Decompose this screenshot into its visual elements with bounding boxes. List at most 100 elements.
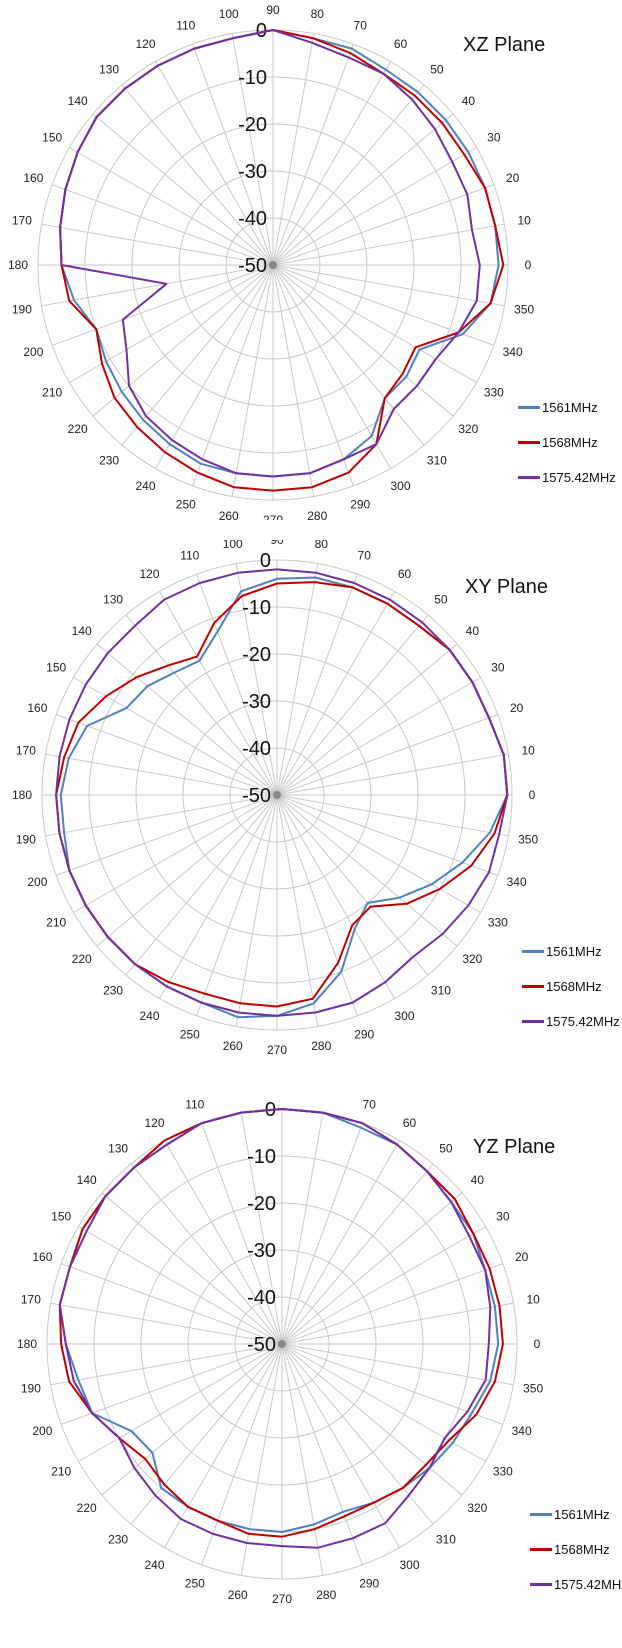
grid-spoke xyxy=(276,614,429,796)
angle-tick-label: 20 xyxy=(506,171,520,185)
grid-spoke xyxy=(276,574,358,796)
legend-swatch-1575 xyxy=(518,476,540,479)
angle-tick-label: 320 xyxy=(462,952,482,966)
angle-tick-label: 300 xyxy=(399,1558,419,1572)
angle-tick-label: 330 xyxy=(493,1465,513,1479)
grid-spoke xyxy=(276,714,498,796)
legend-label-1575: 1575.42MHz xyxy=(554,1577,622,1592)
grid-spoke xyxy=(281,1140,400,1345)
angle-tick-label: 130 xyxy=(99,63,119,77)
angle-tick-label: 30 xyxy=(496,1210,510,1224)
legend-item-1568: 1568MHz xyxy=(522,969,620,1004)
angle-tick-label: 250 xyxy=(176,498,196,512)
angle-tick-label: 300 xyxy=(394,1009,414,1023)
grid-spoke xyxy=(281,1343,363,1565)
radial-tick-label: -30 xyxy=(238,161,267,183)
angle-tick-label: 190 xyxy=(16,832,36,846)
angle-tick-label: 240 xyxy=(135,479,155,493)
grid-spoke xyxy=(272,264,505,307)
angle-tick-label: 80 xyxy=(311,7,325,21)
series-line xyxy=(58,1108,504,1538)
grid-spoke xyxy=(52,264,274,346)
grid-spoke xyxy=(272,33,315,266)
angle-tick-label: 120 xyxy=(139,567,159,581)
radial-tick-label: -40 xyxy=(238,208,267,230)
legend-item-1561: 1561MHz xyxy=(530,1497,622,1532)
series-line xyxy=(58,1108,492,1549)
grid-spoke xyxy=(281,1343,503,1425)
grid-spoke xyxy=(201,1123,283,1345)
radial-tick-label: 0 xyxy=(260,550,271,572)
grid-spoke xyxy=(231,264,274,497)
angle-tick-label: 0 xyxy=(534,1337,541,1351)
center-marker xyxy=(278,1340,286,1348)
angle-tick-label: 230 xyxy=(108,1532,128,1546)
grid-spoke xyxy=(159,794,278,999)
chart-title-xy: XY Plane xyxy=(465,576,549,598)
angle-tick-label: 110 xyxy=(180,548,199,562)
grid-spoke xyxy=(61,1343,283,1425)
angle-tick-label: 50 xyxy=(434,593,448,607)
grid-spoke xyxy=(155,61,274,266)
series-line xyxy=(55,568,509,1017)
angle-tick-label: 270 xyxy=(272,1592,292,1606)
radial-tick-label: -20 xyxy=(247,1193,276,1215)
angle-tick-label: 260 xyxy=(228,1588,248,1602)
series-line xyxy=(58,1108,500,1533)
grid-spoke xyxy=(272,264,454,417)
grid-spoke xyxy=(192,44,274,266)
angle-tick-label: 330 xyxy=(484,386,504,400)
legend-item-1575: 1575.42MHz xyxy=(522,1004,620,1039)
angle-tick-label: 210 xyxy=(42,386,62,400)
legend-label-1568: 1568MHz xyxy=(542,435,598,450)
angle-tick-label: 350 xyxy=(523,1381,543,1395)
grid-spoke xyxy=(121,264,274,446)
grid-spoke xyxy=(281,1302,514,1345)
legend-swatch-1575 xyxy=(530,1583,552,1586)
grid-spoke xyxy=(281,1343,514,1386)
grid-spoke xyxy=(272,44,354,266)
angle-tick-label: 100 xyxy=(223,540,243,551)
grid-spoke xyxy=(41,223,274,266)
angle-tick-label: 70 xyxy=(363,1100,377,1111)
angle-tick-label: 320 xyxy=(458,422,478,436)
legend-item-1575: 1575.42MHz xyxy=(518,460,616,495)
angle-tick-label: 210 xyxy=(46,916,66,930)
legend-swatch-1568 xyxy=(518,441,540,444)
angle-tick-label: 220 xyxy=(68,422,88,436)
angle-tick-label: 200 xyxy=(27,875,47,889)
radial-tick-label: -30 xyxy=(242,691,271,713)
angle-tick-label: 290 xyxy=(350,498,370,512)
angle-tick-label: 100 xyxy=(219,7,239,21)
grid-spoke xyxy=(92,264,274,417)
angle-tick-label: 170 xyxy=(21,1293,41,1307)
legend-swatch-1561 xyxy=(522,950,544,953)
angle-tick-label: 140 xyxy=(77,1173,97,1187)
polar-chart-xy: 0 10 20 30 40 50 60 70 80 90 100 110 120 130 140 150 160… xyxy=(12,540,538,1057)
grid-spoke xyxy=(69,147,274,266)
legend-label-1575: 1575.42MHz xyxy=(542,470,616,485)
angle-tick-label: 120 xyxy=(135,37,155,51)
grid-spoke xyxy=(101,1343,283,1496)
grid-spoke xyxy=(281,1263,503,1345)
angle-tick-label: 310 xyxy=(431,983,451,997)
legend-swatch-1561 xyxy=(518,406,540,409)
angle-tick-label: 140 xyxy=(68,94,88,108)
legend-xz: 1561MHz 1568MHz 1575.42MHz xyxy=(518,390,616,495)
legend-label-1561: 1561MHz xyxy=(542,400,598,415)
angle-tick-label: 340 xyxy=(503,345,523,359)
grid-spoke xyxy=(272,264,391,469)
grid-spoke xyxy=(92,113,274,266)
grid-spoke xyxy=(276,677,481,796)
angle-tick-label: 80 xyxy=(315,540,329,551)
legend-label-1561: 1561MHz xyxy=(546,944,602,959)
angle-tick-label: 130 xyxy=(103,593,123,607)
angle-tick-label: 40 xyxy=(466,624,480,638)
angle-tick-label: 330 xyxy=(488,916,508,930)
angle-tick-label: 240 xyxy=(144,1558,164,1572)
grid-spoke xyxy=(276,794,358,1016)
grid-spoke xyxy=(276,794,509,837)
grid-spoke xyxy=(164,1343,283,1548)
grid-spoke xyxy=(121,84,274,266)
legend-item-1568: 1568MHz xyxy=(518,425,616,460)
